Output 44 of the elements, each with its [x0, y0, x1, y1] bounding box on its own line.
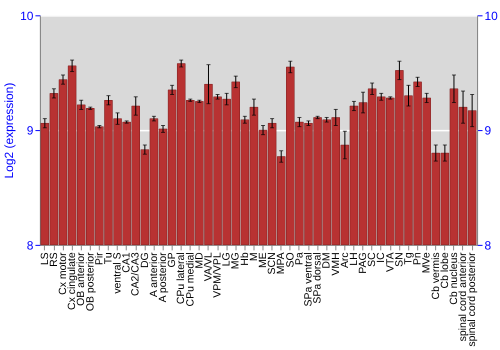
x-tick-label: Tg: [403, 252, 414, 265]
x-tick-label: SPa ventral: [303, 252, 314, 306]
x-tick-label: Cb vermis: [430, 252, 442, 300]
x-tick-label: MPA: [276, 252, 288, 274]
x-tick-label: CPu medial: [185, 252, 196, 306]
x-tick-label: MD: [194, 252, 206, 269]
x-tick-label: MVe: [422, 252, 433, 274]
y2-tick-label: 8: [484, 238, 492, 252]
y2-tick-label: 9: [484, 124, 492, 138]
y-tick-label: 8: [26, 238, 34, 252]
x-tick-label: LG: [222, 252, 233, 266]
x-tick-label: CPu lateral: [176, 252, 188, 304]
x-tick-label: SN: [394, 252, 406, 267]
x-tick-label: Pir: [94, 252, 106, 266]
x-tick-label: OB posterior: [85, 252, 96, 312]
x-tick-label: Cb lobe: [440, 252, 451, 288]
x-tick-label: VMH: [330, 252, 342, 276]
x-tick-label: VTA: [385, 252, 396, 272]
x-tick-label: M: [248, 252, 260, 262]
x-tick-label: spinal cord posterior: [467, 252, 478, 347]
x-tick-label: A posterior: [158, 252, 170, 302]
y2-tick-label: 10: [484, 8, 498, 23]
x-tick-label: A anterior: [148, 252, 160, 298]
y-axis-title: Log2 (expression): [2, 82, 16, 178]
x-tick-label: Tu: [103, 252, 114, 264]
y-tick-label: 9: [26, 124, 34, 138]
x-tick-label: Pa: [294, 252, 306, 266]
y-tick-label: 10: [20, 8, 34, 23]
x-tick-label: Hb: [240, 252, 251, 266]
x-tick-label: Arc: [340, 252, 351, 268]
x-tick-label: RS: [48, 252, 60, 267]
x-tick-label: GP: [167, 252, 178, 268]
x-tick-label: IC: [376, 252, 388, 263]
x-tick-label: Cb nucleus: [448, 252, 460, 305]
x-tick-label: DM: [322, 252, 333, 269]
x-tick-label: MG: [230, 252, 242, 270]
x-tick-label: LS: [40, 252, 51, 266]
x-tick-label: VA/VL: [203, 252, 214, 282]
x-tick-label: CA2/CA3: [130, 252, 142, 296]
x-tick-label: LH: [348, 252, 360, 266]
x-tick-label: OB anterior: [76, 252, 88, 306]
x-tick-label: DG: [140, 252, 151, 268]
x-tick-label: SO: [285, 252, 296, 268]
x-tick-label: CA1: [122, 252, 133, 273]
